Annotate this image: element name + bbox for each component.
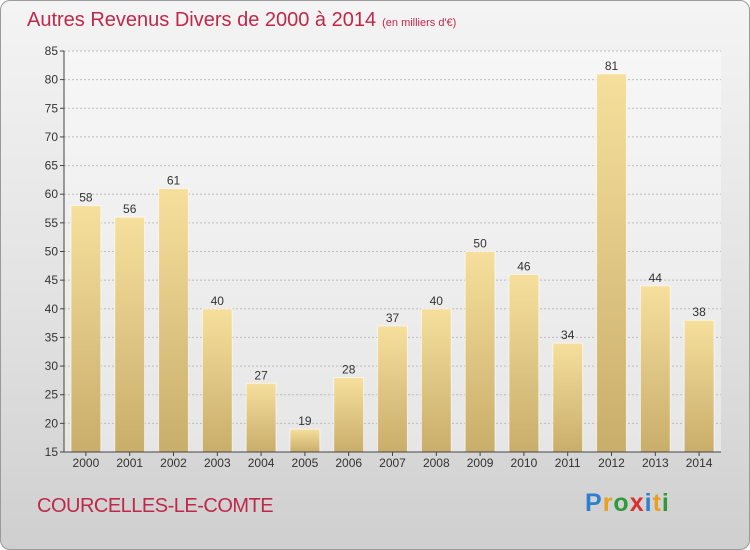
y-tick-label: 50 <box>45 245 59 259</box>
bar-2005 <box>289 428 321 453</box>
data-label: 19 <box>298 414 312 428</box>
data-label: 44 <box>649 271 663 285</box>
x-tick-label: 2013 <box>642 456 669 470</box>
logo-letter: i <box>644 489 653 517</box>
x-tick-label: 2009 <box>467 456 494 470</box>
bar-2003 <box>201 308 233 453</box>
x-tick-label: 2002 <box>160 456 187 470</box>
y-tick-label: 70 <box>45 130 59 144</box>
bar-2001 <box>114 216 146 453</box>
logo-letter: r <box>602 489 614 517</box>
x-tick-label: 2004 <box>248 456 275 470</box>
logo-letter: o <box>613 489 630 517</box>
logo-letter: t <box>652 489 662 517</box>
y-tick-label: 20 <box>45 416 59 430</box>
bar-2010 <box>508 273 540 453</box>
data-label: 38 <box>692 305 706 319</box>
y-tick-label: 60 <box>45 187 59 201</box>
x-tick-label: 2001 <box>116 456 143 470</box>
data-label: 81 <box>605 59 619 73</box>
data-label: 40 <box>430 294 444 308</box>
x-tick-label: 2003 <box>204 456 231 470</box>
y-tick-label: 45 <box>45 273 59 287</box>
bar-2004 <box>245 382 277 453</box>
data-label: 37 <box>386 311 400 325</box>
data-label: 56 <box>123 202 137 216</box>
x-tick-label: 2005 <box>292 456 319 470</box>
proxiti-logo: Proxiti <box>585 489 670 518</box>
data-label: 50 <box>473 237 487 251</box>
y-tick-label: 75 <box>45 101 59 115</box>
y-tick-label: 80 <box>45 73 59 87</box>
x-tick-label: 2012 <box>598 456 625 470</box>
data-label: 58 <box>79 191 93 205</box>
y-tick-label: 25 <box>45 388 59 402</box>
x-tick-label: 2007 <box>379 456 406 470</box>
x-tick-label: 2000 <box>73 456 100 470</box>
x-tick-label: 2008 <box>423 456 450 470</box>
chart-title-group: Autres Revenus Divers de 2000 à 2014 (en … <box>27 9 456 32</box>
bar-2006 <box>333 377 365 453</box>
x-tick-label: 2011 <box>555 456 581 470</box>
logo-letter: P <box>585 489 603 517</box>
bar-2007 <box>377 325 408 453</box>
bar-2002 <box>158 187 189 453</box>
data-label: 40 <box>211 294 225 308</box>
data-label: 28 <box>342 363 356 377</box>
x-tick-label: 2006 <box>335 456 362 470</box>
location-name: COURCELLES-LE-COMTE <box>37 495 274 517</box>
y-tick-label: 85 <box>45 44 59 58</box>
x-tick-label: 2014 <box>686 456 713 470</box>
y-tick-label: 40 <box>45 302 59 316</box>
logo-letter: i <box>661 489 670 517</box>
chart-title: Autres Revenus Divers de 2000 à 2014 <box>27 9 377 31</box>
y-tick-label: 15 <box>45 445 59 459</box>
bar-2014 <box>683 319 715 453</box>
data-label: 34 <box>561 328 575 342</box>
y-tick-label: 55 <box>45 216 59 230</box>
bar-2008 <box>420 308 452 453</box>
bar-2011 <box>552 342 584 453</box>
data-label: 61 <box>167 173 181 187</box>
bar-2013 <box>639 285 671 453</box>
y-tick-label: 35 <box>45 330 59 344</box>
x-tick-label: 2010 <box>511 456 538 470</box>
logo-letter: x <box>629 489 645 517</box>
bar-2009 <box>464 251 496 453</box>
data-label: 27 <box>254 368 268 382</box>
data-label: 46 <box>517 259 531 273</box>
bar-2012 <box>596 73 627 453</box>
bar-2000 <box>70 205 102 453</box>
y-tick-label: 65 <box>45 159 59 173</box>
y-tick-label: 30 <box>45 359 59 373</box>
chart-subtitle: (en milliers d'€) <box>382 17 457 29</box>
